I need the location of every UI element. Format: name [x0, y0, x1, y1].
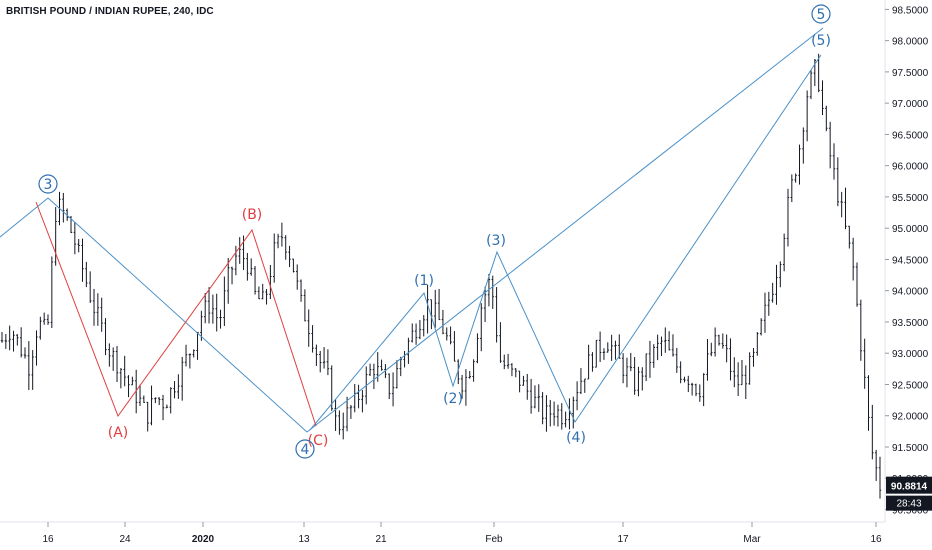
- wave-label-circle: [38, 174, 58, 194]
- corrective-wave-line[interactable]: [35, 201, 317, 427]
- intermediate-wave-line[interactable]: [309, 54, 822, 431]
- wave-label: 4: [301, 442, 310, 458]
- wave-label-circle: [295, 439, 315, 459]
- x-tick-label: 16: [42, 534, 54, 545]
- candles-layer: [0, 53, 882, 499]
- primary-wave-line[interactable]: [0, 27, 824, 433]
- y-tick-label: 93.5000: [892, 318, 929, 329]
- x-tick-label: 13: [298, 534, 310, 545]
- y-axis: 98.5000 98.0000 97.5000 97.0000 96.5000 96.00…: [884, 0, 929, 522]
- y-tick-label: 90.5000: [892, 505, 929, 516]
- x-tick-label: Mar: [743, 534, 761, 545]
- wave-label: (A): [108, 425, 129, 441]
- y-tick-label: 91.5000: [892, 443, 929, 454]
- wave-labels-layer: 3 (A) (B) (C)4 (1) (2) (3) (4) (5) 5: [38, 4, 831, 459]
- y-tick-label: 96.5000: [892, 130, 929, 141]
- y-tick-label: 98.5000: [892, 5, 929, 16]
- x-tick-label: Feb: [485, 534, 503, 545]
- wave-label: (C): [308, 433, 329, 449]
- current-price-label: 90.8814: [891, 482, 928, 493]
- wave-lines-layer: [0, 27, 824, 433]
- wave-label: (4): [566, 430, 586, 446]
- current-price-badge: [886, 476, 932, 494]
- wave-label: (2): [443, 391, 463, 407]
- y-tick-label: 95.5000: [892, 193, 929, 204]
- wave-label: 5: [817, 7, 826, 23]
- wave-label: (B): [242, 207, 263, 223]
- x-tick-label: 17: [617, 534, 629, 545]
- wave-label: (1): [414, 273, 434, 289]
- wave-label-circle: [811, 4, 831, 24]
- wave-label: 3: [44, 177, 53, 193]
- y-tick-label: 94.5000: [892, 255, 929, 266]
- chart-title: BRITISH POUND / INDIAN RUPEE, 240, IDC: [6, 6, 214, 17]
- price-badges: 90.8814 28:43: [886, 476, 932, 511]
- y-tick-label: 94.0000: [892, 287, 929, 298]
- countdown-badge: [886, 495, 932, 511]
- x-axis: 16 24 2020 13 21 Feb 17 Mar 16: [0, 521, 885, 545]
- x-tick-label: 16: [870, 534, 882, 545]
- x-tick-label: 2020: [192, 534, 215, 545]
- y-tick-label: 92.0000: [892, 412, 929, 423]
- countdown-label: 28:43: [896, 499, 921, 510]
- y-tick-label: 95.0000: [892, 224, 929, 235]
- y-tick-label: 97.0000: [892, 99, 929, 110]
- x-tick-label: 21: [375, 534, 387, 545]
- y-tick-label: 97.5000: [892, 68, 929, 79]
- y-tick-label: 93.0000: [892, 349, 929, 360]
- x-tick-label: 24: [119, 534, 131, 545]
- wave-label: (5): [811, 33, 831, 49]
- y-tick-label: 96.0000: [892, 162, 929, 173]
- wave-label: (3): [486, 233, 506, 249]
- y-tick-label: 92.5000: [892, 380, 929, 391]
- y-tick-label: 98.0000: [892, 37, 929, 48]
